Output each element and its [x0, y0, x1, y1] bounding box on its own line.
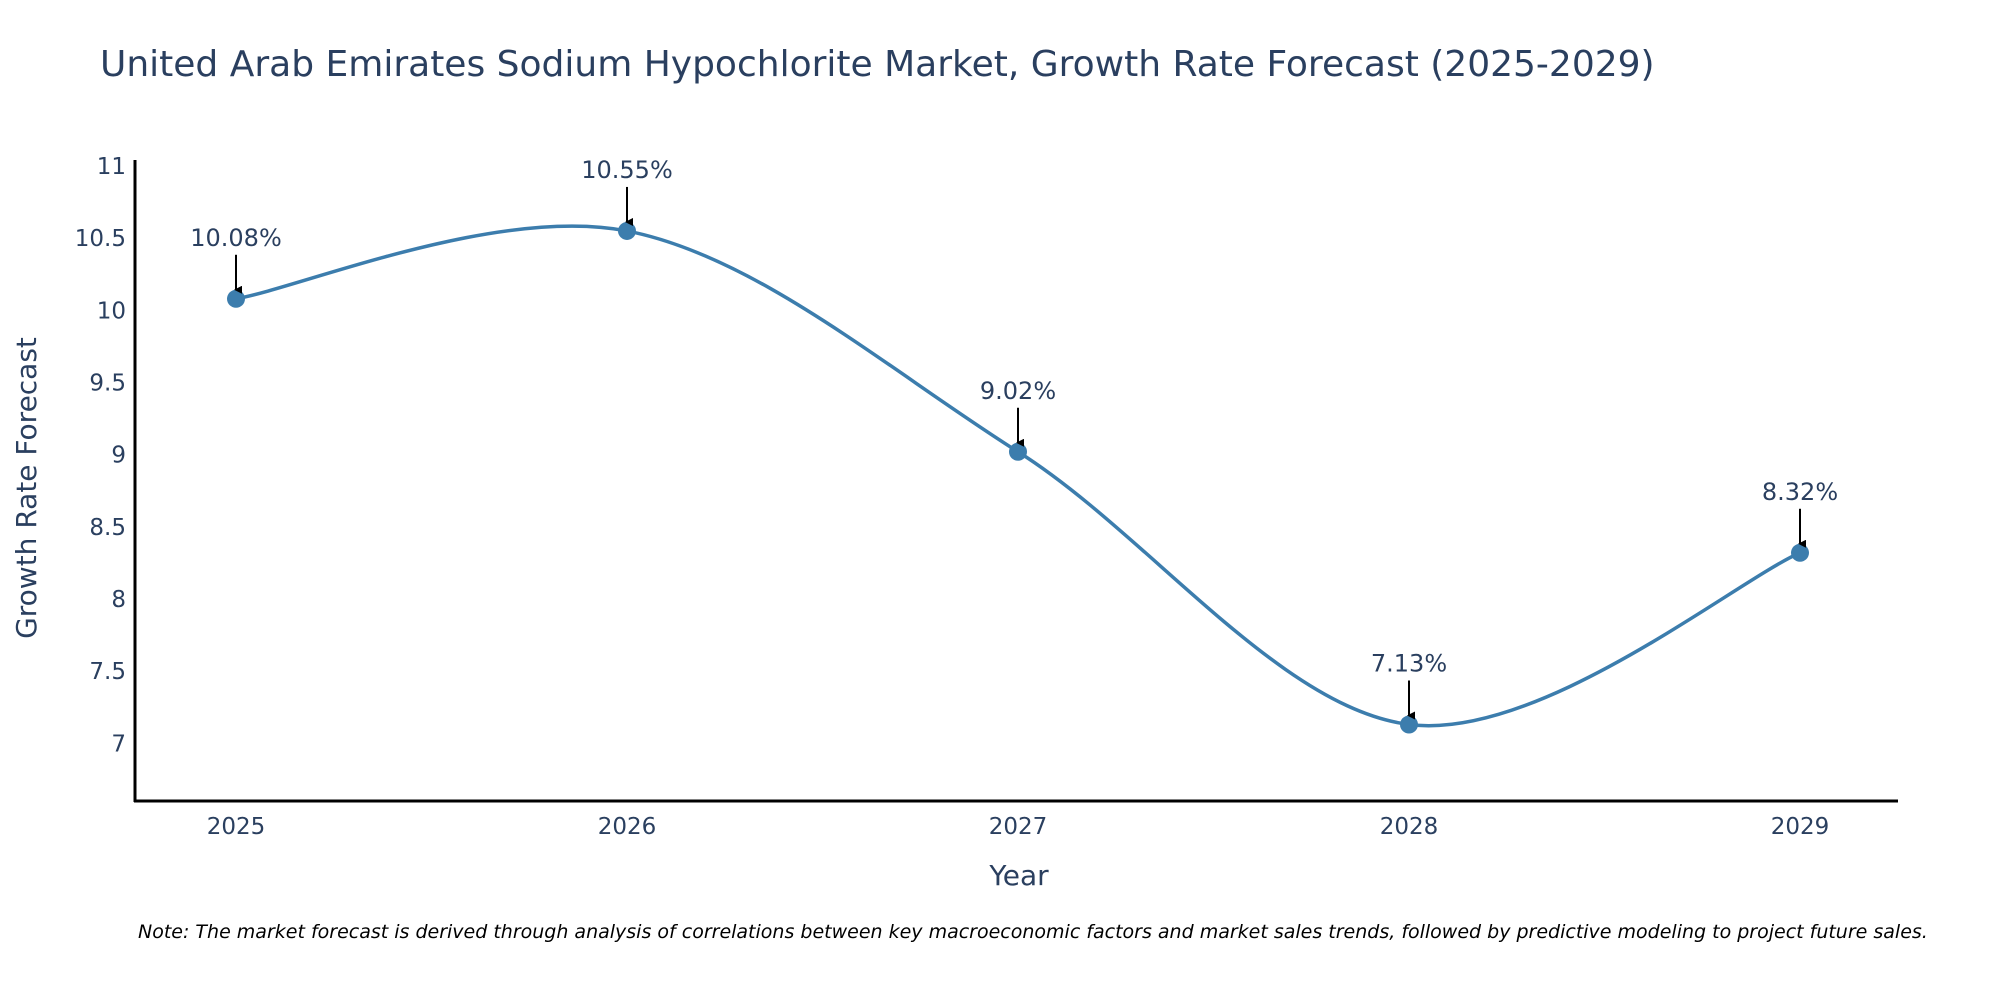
y-tick-label: 9.5 [89, 370, 126, 396]
data-point [1009, 442, 1027, 461]
y-tick-label: 11 [97, 154, 126, 180]
y-tick-label: 8 [111, 587, 126, 613]
x-tick-label: 2028 [1380, 814, 1439, 840]
series-line [235, 224, 1801, 728]
x-axis-title: Year [988, 859, 1049, 892]
x-tick-label: 2025 [207, 814, 266, 840]
data-label: 7.13% [1371, 650, 1447, 678]
y-axis-title: Growth Rate Forecast [10, 337, 43, 639]
x-tick-label: 2029 [1771, 814, 1830, 840]
y-tick-label: 7 [111, 731, 126, 757]
data-label: 10.55% [581, 156, 673, 184]
chart-note: Note: The market forecast is derived thr… [138, 921, 1928, 943]
data-label: 9.02% [980, 377, 1056, 405]
y-tick-label: 9 [111, 443, 126, 469]
x-tick-label: 2027 [989, 814, 1048, 840]
data-point [1400, 715, 1418, 734]
data-label: 8.32% [1762, 478, 1838, 506]
y-tick-label: 10 [97, 298, 126, 324]
y-tick-label: 8.5 [89, 515, 126, 541]
y-tick-label: 7.5 [89, 659, 126, 685]
data-point [1791, 543, 1809, 562]
chart-title: United Arab Emirates Sodium Hypochlorite… [100, 44, 1655, 85]
data-label: 10.08% [190, 224, 282, 252]
x-tick-label: 2026 [598, 814, 657, 840]
data-point [618, 221, 636, 240]
data-point [227, 289, 245, 308]
y-tick-label: 10.5 [75, 226, 126, 252]
